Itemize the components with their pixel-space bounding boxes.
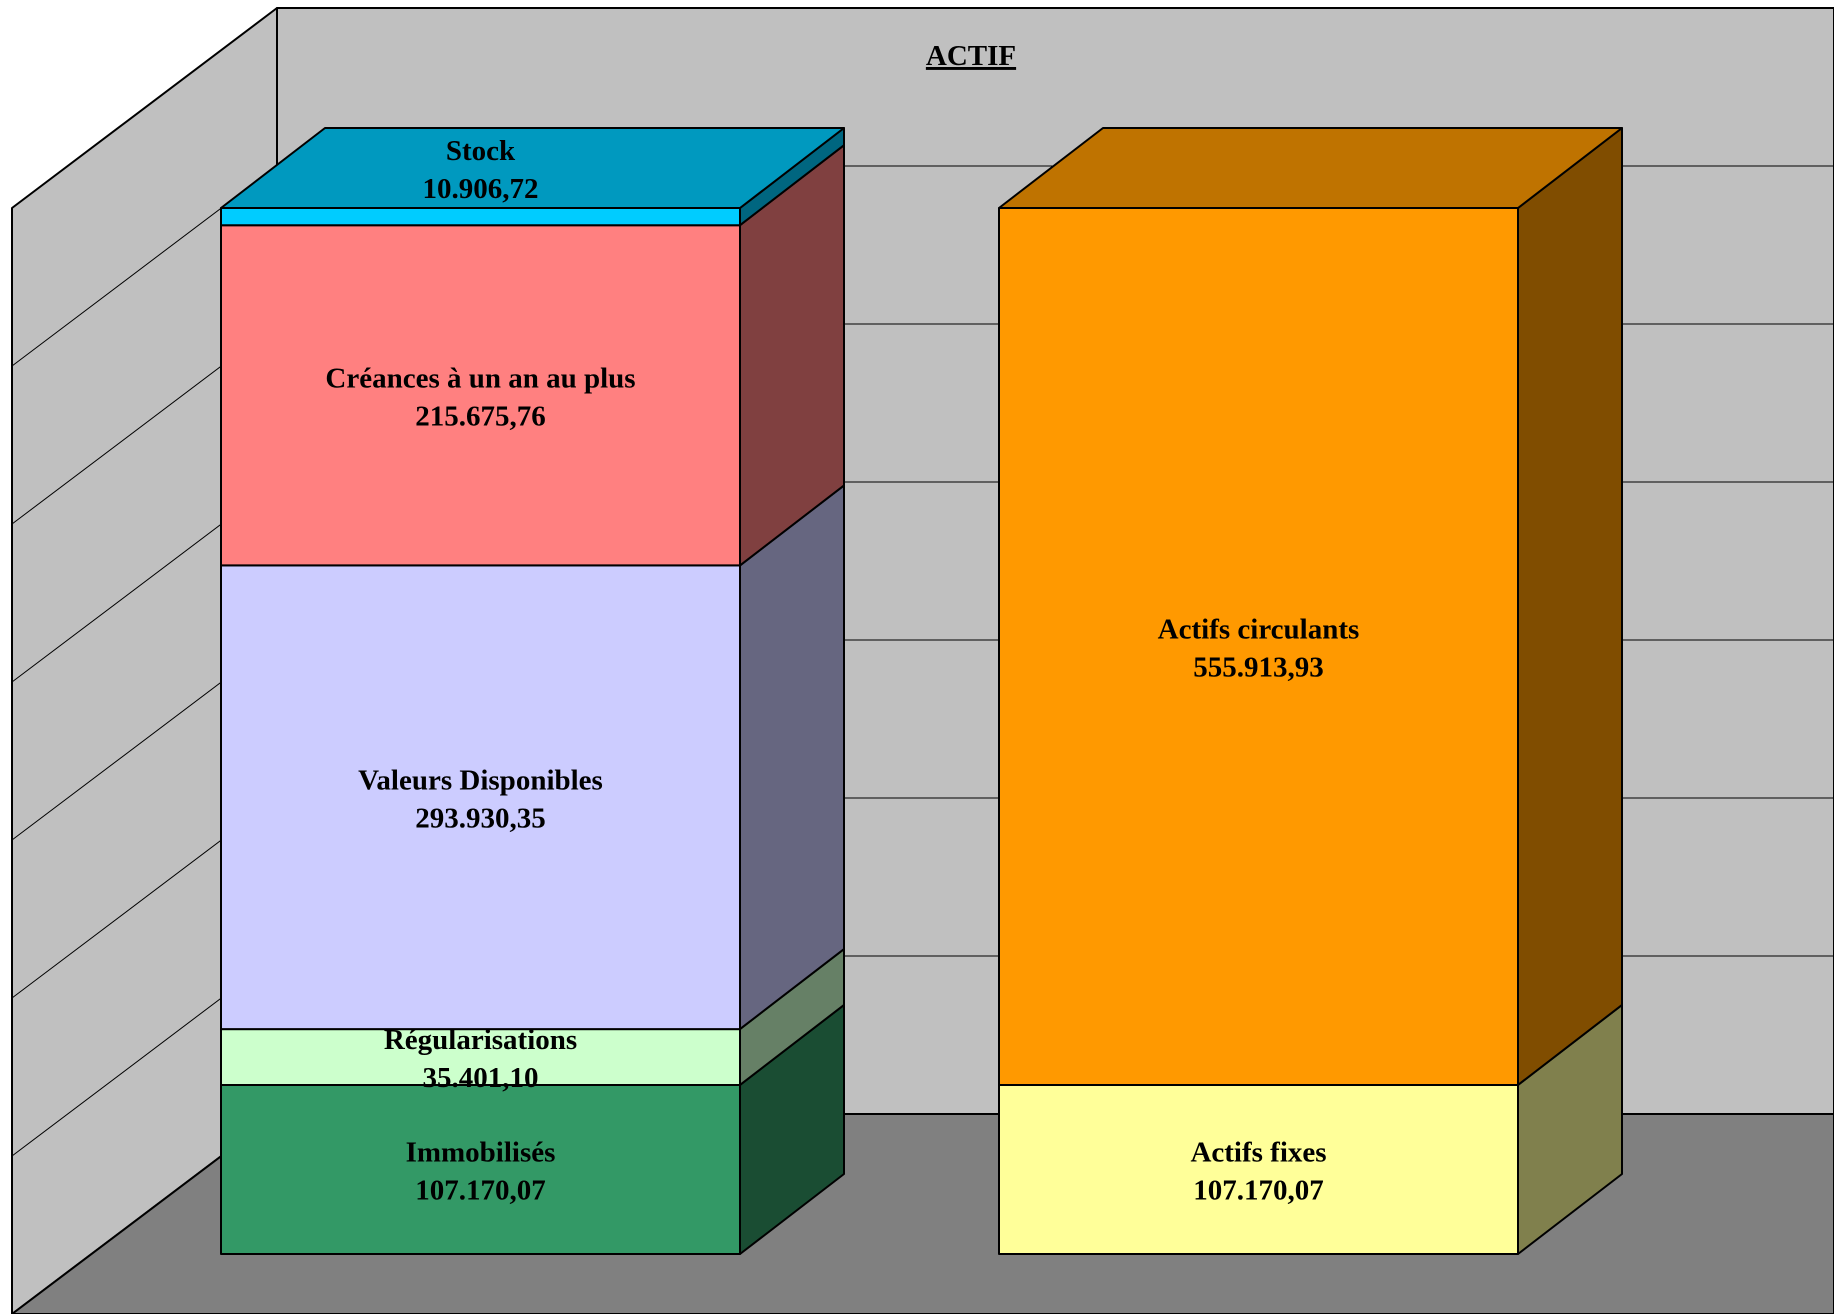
bar-segment [220,1083,741,1255]
bar-segment-side [739,484,845,1031]
segment-value-label: 10.906,72 [423,173,539,205]
segment-value-label: 293.930,35 [415,802,546,834]
segment-label: Actifs fixes [1190,1136,1326,1168]
segment-label: Valeurs Disponibles [358,764,603,796]
chart-labels: Immobilisés 107.170,07 Régularisations 35.4… [325,135,1359,1206]
segment-value-label: 215.675,76 [415,400,546,432]
bar-segment [220,207,741,227]
gridline-side [11,7,278,209]
segment-label: Créances à un an au plus [325,362,635,394]
bar-top-face [220,127,845,209]
bar-segment [998,1083,1519,1255]
bar-top-face [998,127,1623,209]
bar-segment-side [1517,127,1623,1086]
segment-label: Régularisations [384,1024,577,1056]
segment-label: Actifs circulants [1158,613,1360,645]
segment-label: Immobilisés [406,1136,556,1168]
segment-value-label: 555.913,93 [1193,651,1324,683]
segment-label: Stock [446,135,516,167]
segment-value-label: 35.401,10 [423,1062,539,1094]
segment-value-label: 107.170,07 [1193,1174,1324,1206]
segment-value-label: 107.170,07 [415,1174,546,1206]
bar-segment [220,224,741,567]
chart-title: ACTIF [926,40,1016,72]
bar-segment [998,207,1519,1086]
bar-segment [220,564,741,1031]
chart-bars [220,127,1623,1255]
